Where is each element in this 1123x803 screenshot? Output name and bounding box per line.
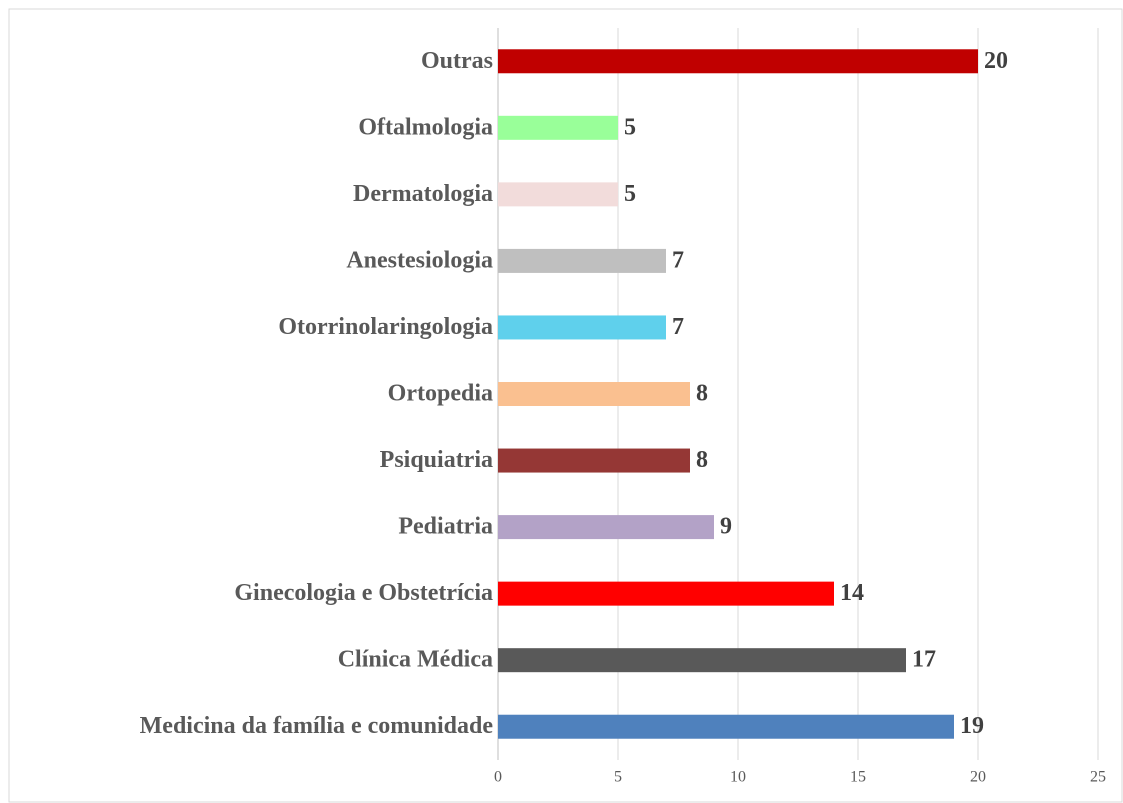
bar bbox=[498, 315, 666, 340]
y-tick-label: Dermatologia bbox=[353, 181, 493, 207]
bar bbox=[498, 248, 666, 273]
y-tick-label: Clínica Médica bbox=[338, 647, 493, 673]
x-tick-label: 0 bbox=[494, 769, 502, 786]
bar bbox=[498, 515, 714, 540]
y-tick-label: Ortopedia bbox=[388, 381, 493, 407]
x-tick-label: 5 bbox=[614, 769, 622, 786]
x-tick-label: 15 bbox=[850, 769, 866, 786]
y-tick-label: Ginecologia e Obstetrícia bbox=[234, 580, 493, 606]
x-tick-label: 20 bbox=[970, 769, 986, 786]
x-tick-label: 10 bbox=[730, 769, 746, 786]
bar bbox=[498, 581, 834, 606]
value-label: 9 bbox=[720, 514, 732, 540]
bar bbox=[498, 115, 618, 140]
value-label: 20 bbox=[984, 48, 1008, 74]
value-label: 7 bbox=[672, 247, 684, 273]
bar bbox=[498, 182, 618, 207]
value-label: 5 bbox=[624, 114, 636, 140]
y-tick-label: Pediatria bbox=[398, 514, 493, 540]
value-label: 8 bbox=[696, 381, 708, 407]
y-tick-label: Anestesiologia bbox=[346, 247, 493, 273]
bar bbox=[498, 382, 690, 406]
bar bbox=[498, 714, 954, 739]
value-label: 8 bbox=[696, 447, 708, 473]
value-label: 14 bbox=[840, 580, 864, 606]
x-tick-label: 25 bbox=[1090, 769, 1106, 786]
value-label: 7 bbox=[672, 314, 684, 340]
y-tick-label: Otorrinolaringologia bbox=[278, 314, 493, 340]
y-tick-label: Psiquiatria bbox=[380, 447, 493, 473]
value-label: 17 bbox=[912, 647, 936, 673]
value-label: 5 bbox=[624, 181, 636, 207]
bar bbox=[498, 49, 978, 74]
bar bbox=[498, 648, 906, 673]
y-tick-label: Medicina da família e comunidade bbox=[140, 713, 494, 739]
value-label: 19 bbox=[960, 713, 984, 739]
y-tick-label: Outras bbox=[421, 48, 493, 74]
y-tick-label: Oftalmologia bbox=[358, 114, 493, 140]
bar bbox=[498, 448, 690, 473]
